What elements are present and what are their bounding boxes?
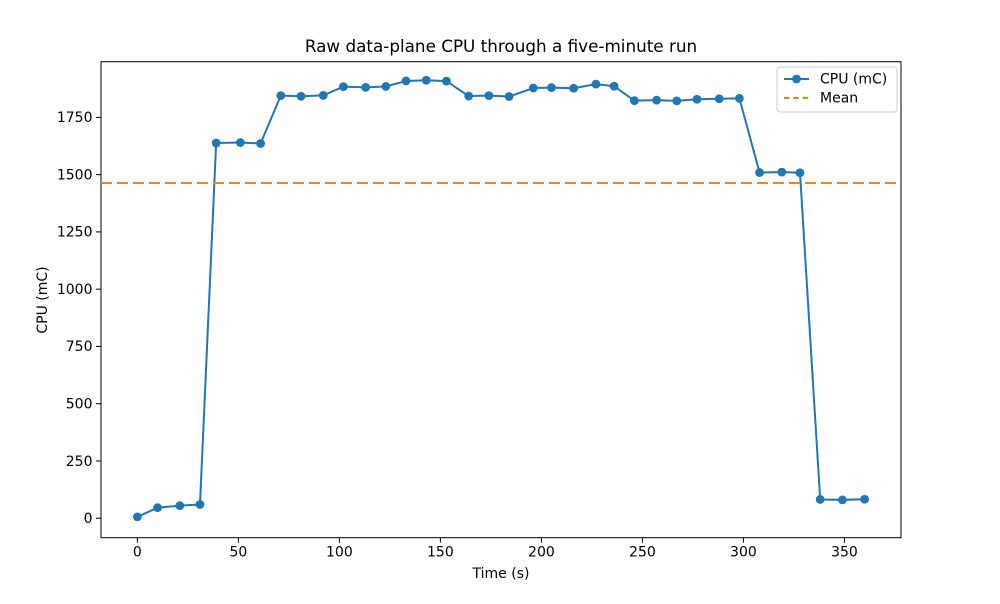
cpu-data-point [339,82,348,92]
y-tick-label: 1000 [57,282,93,298]
cpu-data-point [484,91,494,101]
cpu-data-point [591,79,601,89]
cpu-data-point [296,91,306,101]
legend-marker-cpu-icon [792,74,801,84]
cpu-data-point [795,168,805,178]
cpu-data-point [256,139,265,148]
x-tick-label: 150 [427,545,454,561]
legend-label-cpu: CPU (mC) [820,72,887,88]
cpu-data-point [838,495,847,505]
cpu-data-point [211,138,221,148]
y-tick-label: 250 [66,454,93,470]
chart-title: Raw data-plane CPU through a five-minute… [305,36,697,56]
cpu-data-point [629,96,639,106]
x-tick-label: 100 [326,545,353,561]
cpu-data-point [195,500,205,509]
cpu-data-point [442,76,451,86]
cpu-data-point [132,512,142,522]
cpu-data-point [755,168,764,177]
y-tick-label: 0 [84,511,93,527]
cpu-data-point [401,76,411,86]
cpu-data-point [547,83,556,92]
x-tick-label: 300 [730,545,757,561]
y-tick-label: 750 [66,339,93,355]
cpu-data-point [361,82,371,92]
x-axis-label: Time (s) [472,566,530,582]
plot-border [100,61,902,539]
legend-label-mean: Mean [820,91,858,107]
cpu-data-point [860,494,870,504]
x-tick-label: 350 [831,545,858,561]
cpu-data-point [528,83,538,93]
cpu-data-point [672,96,682,106]
x-tick-label: 250 [629,545,656,561]
x-tick-label: 0 [133,545,142,561]
y-axis-label: CPU (mC) [35,266,51,333]
cpu-data-point [714,94,724,104]
cpu-data-point [421,75,431,85]
cpu-data-point [504,92,514,101]
plot-area: 0 50 100 150 200 250 300 350 0 250 500 750 1000 1250 1… [57,61,902,561]
cpu-data-point [777,167,787,177]
cpu-data-point [318,90,328,100]
cpu-data-point [464,91,474,101]
cpu-data-point [235,138,245,147]
cpu-data-point [692,94,702,104]
cpu-data-point [815,495,825,504]
cpu-data-point [734,93,744,103]
y-tick-label: 1500 [57,167,93,183]
legend: CPU (mC) Mean [776,66,898,113]
y-tick-label: 500 [66,396,93,412]
cpu-data-point [153,503,162,513]
y-tick-label: 1250 [57,225,93,241]
y-tick-label: 1750 [57,110,93,126]
x-tick-label: 50 [229,545,247,561]
x-tick-label: 200 [528,545,555,561]
cpu-data-point [381,82,391,91]
cpu-data-point [652,95,661,105]
cpu-data-point [609,81,619,91]
cpu-series-line [136,79,865,518]
cpu-data-point [276,91,286,101]
cpu-data-point [175,501,185,511]
cpu-data-point [569,83,579,93]
